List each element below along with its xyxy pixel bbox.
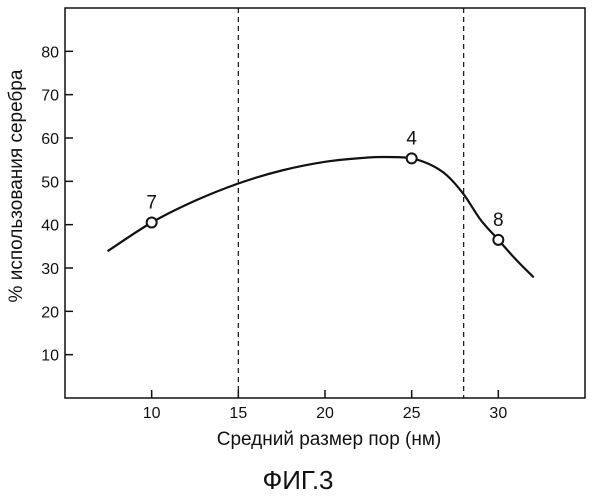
- x-axis-title: Средний размер пор (нм): [217, 429, 442, 450]
- x-tick-label: 10: [143, 405, 161, 422]
- data-point-label: 4: [406, 128, 417, 149]
- figure-caption: ФИГ.3: [262, 465, 333, 495]
- y-tick-label: 80: [41, 44, 59, 61]
- data-point-marker: [493, 235, 503, 245]
- y-tick-label: 10: [41, 348, 59, 365]
- x-tick-label: 15: [229, 405, 247, 422]
- reference-lines: [238, 8, 463, 398]
- data-point-marker: [407, 153, 417, 163]
- series-curve: [108, 157, 533, 277]
- data-point-label: 8: [493, 210, 504, 231]
- y-axis-title: % использования серебра: [6, 69, 27, 302]
- marked-points: 7 4 8: [146, 128, 503, 244]
- x-tick-label: 25: [403, 405, 421, 422]
- plot-frame: [65, 8, 585, 398]
- y-tick-label: 70: [41, 88, 59, 105]
- x-axis-ticks: 10 15 20 25 30: [143, 390, 508, 422]
- x-tick-label: 20: [316, 405, 334, 422]
- y-tick-label: 40: [41, 218, 59, 235]
- x-tick-label: 30: [489, 405, 507, 422]
- y-tick-label: 60: [41, 131, 59, 148]
- data-point-label: 7: [146, 193, 157, 214]
- y-tick-label: 50: [41, 174, 59, 191]
- y-tick-label: 20: [41, 304, 59, 321]
- data-point-marker: [147, 218, 157, 228]
- y-tick-label: 30: [41, 261, 59, 278]
- y-axis-ticks: 10 20 30 40 50 60 70 80: [41, 44, 73, 364]
